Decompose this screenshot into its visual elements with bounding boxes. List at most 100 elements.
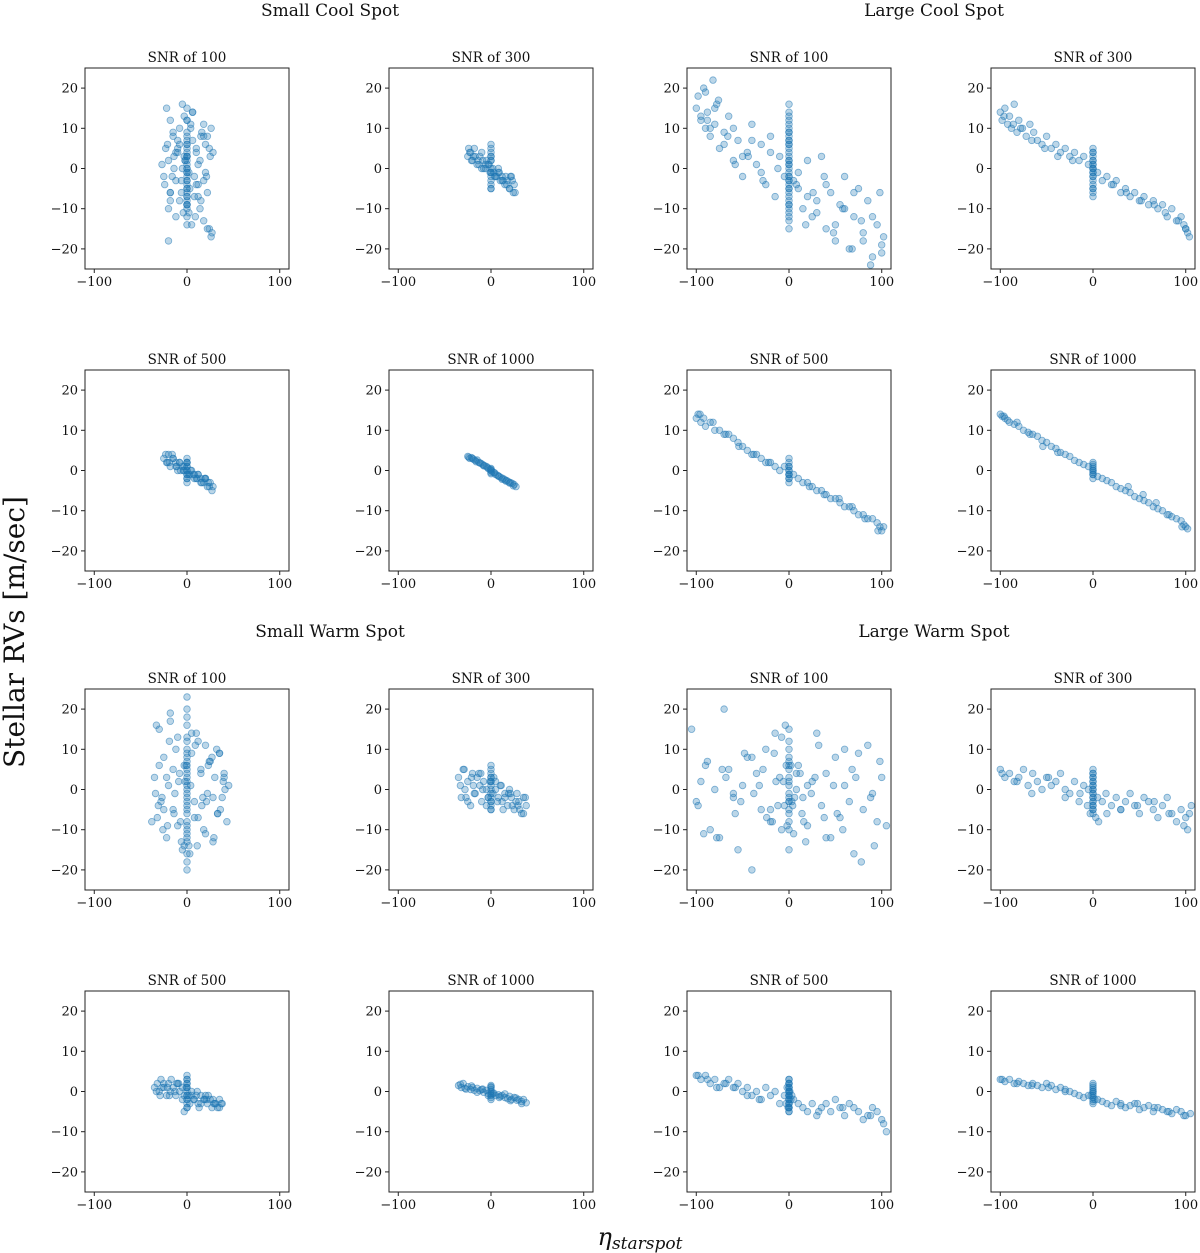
x-tick-label: 0 bbox=[183, 896, 191, 911]
data-point bbox=[1042, 132, 1051, 140]
data-point bbox=[198, 801, 206, 810]
data-point bbox=[166, 188, 174, 197]
data-point bbox=[160, 753, 168, 761]
data-point bbox=[183, 164, 191, 173]
panel-title: SNR of 1000 bbox=[447, 352, 534, 368]
x-tick-label: −100 bbox=[982, 275, 1018, 290]
data-point bbox=[162, 773, 171, 782]
data-point bbox=[1089, 184, 1097, 193]
data-point bbox=[715, 426, 724, 434]
data-point bbox=[183, 140, 191, 149]
data-point bbox=[1005, 769, 1014, 778]
data-point bbox=[785, 757, 793, 766]
data-point bbox=[1070, 148, 1079, 157]
data-point bbox=[777, 733, 786, 741]
data-point bbox=[1117, 1099, 1125, 1108]
data-point bbox=[205, 225, 213, 233]
data-point bbox=[1103, 809, 1111, 818]
data-point bbox=[839, 204, 847, 213]
data-point bbox=[785, 184, 793, 193]
data-point bbox=[170, 809, 178, 818]
data-point bbox=[1010, 777, 1018, 786]
data-point bbox=[1168, 809, 1176, 818]
data-point bbox=[1017, 124, 1025, 132]
data-point bbox=[703, 1075, 712, 1084]
data-point bbox=[172, 212, 180, 221]
data-point bbox=[785, 737, 793, 745]
data-point bbox=[1152, 499, 1160, 507]
data-point bbox=[1061, 1087, 1069, 1096]
data-point bbox=[212, 745, 221, 753]
x-tick-label: 100 bbox=[571, 577, 596, 592]
panel-title: SNR of 500 bbox=[148, 352, 227, 368]
data-point bbox=[183, 693, 191, 701]
data-point bbox=[1135, 196, 1144, 205]
data-point bbox=[748, 120, 756, 128]
data-point bbox=[1165, 809, 1173, 818]
data-point bbox=[1183, 229, 1192, 237]
data-point bbox=[998, 116, 1006, 124]
data-point bbox=[1089, 188, 1097, 197]
data-point bbox=[1054, 152, 1062, 161]
data-point bbox=[782, 1099, 790, 1108]
data-point bbox=[759, 176, 767, 185]
x-tick-label: 100 bbox=[869, 275, 894, 290]
data-point bbox=[511, 188, 519, 197]
data-point bbox=[822, 180, 830, 189]
data-point bbox=[1056, 148, 1065, 157]
data-point bbox=[771, 462, 779, 471]
data-point bbox=[159, 826, 167, 834]
data-point bbox=[460, 765, 468, 774]
data-point bbox=[469, 152, 478, 161]
data-point bbox=[703, 757, 712, 766]
data-point bbox=[820, 813, 828, 822]
data-point bbox=[1089, 466, 1097, 475]
panel-title: SNR of 1000 bbox=[447, 973, 534, 989]
data-point bbox=[209, 148, 217, 157]
x-tick-label: 0 bbox=[183, 275, 191, 290]
y-tick-label: −20 bbox=[355, 863, 382, 878]
data-point bbox=[183, 801, 191, 810]
data-point bbox=[1015, 422, 1023, 430]
data-point bbox=[183, 830, 191, 838]
data-point bbox=[738, 781, 747, 790]
data-point bbox=[514, 801, 522, 810]
y-tick-label: 0 bbox=[672, 783, 680, 798]
x-tick-label: 100 bbox=[571, 1198, 596, 1213]
data-point bbox=[878, 249, 886, 257]
scatter-points bbox=[687, 705, 891, 874]
y-tick-label: 0 bbox=[976, 464, 984, 479]
data-point bbox=[1093, 168, 1102, 177]
y-tick-label: 0 bbox=[672, 162, 680, 177]
data-point bbox=[813, 1111, 821, 1120]
data-point bbox=[487, 805, 495, 814]
data-point bbox=[1150, 200, 1158, 209]
data-point bbox=[711, 1075, 719, 1084]
data-point bbox=[210, 1099, 218, 1108]
data-point bbox=[183, 458, 191, 467]
data-point bbox=[481, 160, 490, 169]
data-point bbox=[1139, 490, 1147, 499]
data-point bbox=[151, 789, 160, 798]
y-tick-label: −10 bbox=[51, 504, 78, 519]
data-point bbox=[1102, 789, 1110, 798]
data-point bbox=[785, 212, 793, 221]
data-point bbox=[1086, 809, 1094, 818]
data-point bbox=[161, 450, 170, 459]
data-point bbox=[998, 769, 1006, 778]
y-tick-label: 20 bbox=[663, 82, 680, 97]
y-tick-label: −20 bbox=[51, 544, 78, 559]
data-point bbox=[822, 834, 830, 842]
data-point bbox=[1133, 1099, 1142, 1108]
data-point bbox=[794, 168, 802, 177]
data-point bbox=[183, 797, 191, 806]
data-point bbox=[183, 753, 191, 761]
data-point bbox=[1121, 797, 1130, 806]
data-point bbox=[197, 765, 205, 774]
x-tick-label: 100 bbox=[1173, 577, 1198, 592]
data-point bbox=[1180, 822, 1188, 830]
data-point bbox=[476, 459, 484, 467]
